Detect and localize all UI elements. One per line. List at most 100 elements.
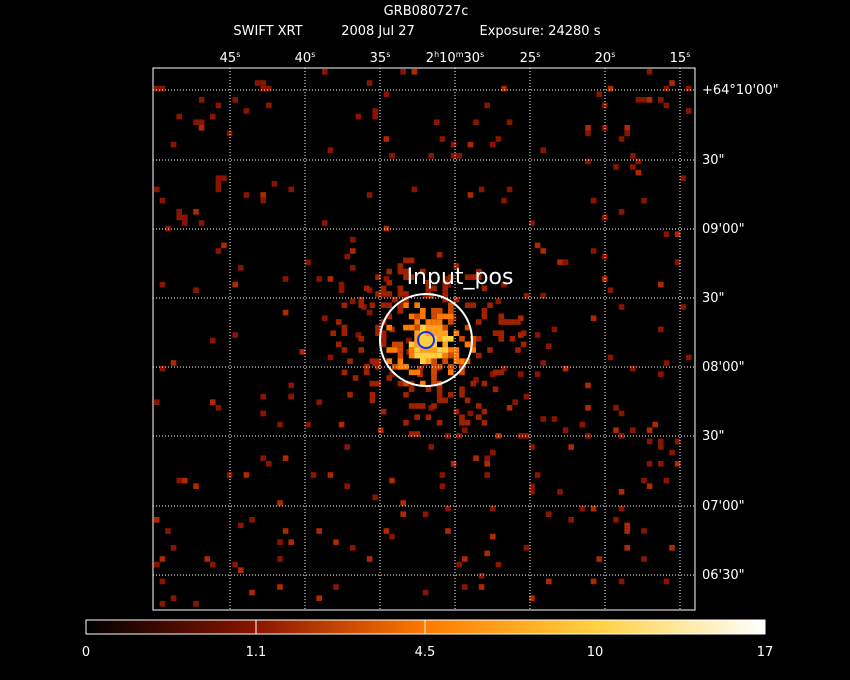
- pixel: [375, 358, 381, 364]
- pixel: [495, 298, 502, 305]
- pixel: [372, 494, 378, 501]
- pixel: [523, 393, 530, 400]
- pixel: [341, 330, 348, 336]
- pixel: [658, 371, 664, 377]
- top-tick-label: 45s: [220, 50, 241, 66]
- pixel: [459, 386, 465, 392]
- tick-part: s: [611, 50, 615, 59]
- pixel: [425, 319, 432, 325]
- pixel: [358, 336, 364, 342]
- pixel: [518, 371, 524, 377]
- pixel: [260, 455, 266, 461]
- right-tick-label: 07'00": [702, 499, 745, 514]
- pixel: [448, 347, 454, 353]
- tick-part: 20: [595, 51, 612, 66]
- pixel: [350, 298, 356, 305]
- pixel: [613, 164, 619, 170]
- pixel: [260, 410, 266, 417]
- pixel: [520, 330, 527, 336]
- pixel: [425, 352, 432, 359]
- pixel: [322, 315, 328, 321]
- pixel: [453, 347, 460, 353]
- pixel: [159, 281, 166, 288]
- pixel: [378, 427, 384, 433]
- pixel: [546, 343, 552, 349]
- colorbar-label: 0: [82, 645, 90, 660]
- pixel: [288, 393, 294, 400]
- pixel: [512, 399, 518, 405]
- pixel: [585, 382, 591, 389]
- pixel: [333, 539, 339, 545]
- pixel: [557, 259, 563, 265]
- pixel: [431, 308, 437, 314]
- pixel: [420, 358, 426, 364]
- pixel: [414, 330, 420, 336]
- pixel: [305, 259, 311, 265]
- pixel: [453, 263, 460, 269]
- pixel: [674, 438, 681, 445]
- colorbar-label: 17: [757, 645, 774, 660]
- pixel: [392, 341, 398, 348]
- pixel: [618, 136, 625, 142]
- pixel: [436, 308, 443, 314]
- pixel: [490, 449, 496, 456]
- pixel: [182, 477, 188, 484]
- pixel: [464, 302, 471, 308]
- pixel: [501, 365, 507, 372]
- pixel: [562, 427, 569, 433]
- pixel: [380, 330, 387, 336]
- pixel: [422, 293, 429, 299]
- pixel: [459, 336, 465, 342]
- pixel: [470, 347, 476, 353]
- pixel: [210, 337, 216, 344]
- pixel: [658, 97, 664, 103]
- tick-part: 10: [439, 51, 456, 66]
- pixel: [170, 545, 177, 551]
- pixel: [431, 375, 437, 381]
- pixel: [411, 69, 418, 75]
- pixel: [680, 304, 686, 310]
- pixel: [350, 248, 356, 254]
- pixel: [473, 455, 479, 461]
- tick-part: 2: [426, 51, 434, 66]
- tick-part: 35: [370, 51, 387, 66]
- grid: 45s 40s 35s 2h10m30s 25s 20s 15s+64°10'00"30"0…: [153, 50, 779, 610]
- pixel: [277, 500, 283, 506]
- pixel: [442, 296, 448, 303]
- date: 2008 Jul 27: [341, 24, 415, 39]
- pixel: [336, 319, 342, 325]
- pixel: [442, 352, 448, 359]
- pixel: [490, 505, 496, 512]
- pixel: [551, 416, 558, 422]
- top-tick-label: 40s: [295, 50, 316, 66]
- pixel: [484, 461, 490, 467]
- pixel: [540, 416, 546, 422]
- pixel: [680, 175, 686, 181]
- pixel: [436, 347, 443, 353]
- pixel: [420, 308, 426, 314]
- pixel: [607, 287, 614, 293]
- pixel: [249, 589, 255, 596]
- pixel: [408, 324, 415, 331]
- pixel: [518, 433, 524, 439]
- pixel: [579, 421, 586, 428]
- pixel: [431, 369, 437, 376]
- pixel: [442, 358, 448, 364]
- pixel: [210, 113, 216, 120]
- pixel: [448, 302, 454, 308]
- pixel: [442, 336, 448, 342]
- pixel: [431, 313, 437, 320]
- pixel: [448, 274, 454, 280]
- right-tick-label: 30": [702, 429, 725, 444]
- pixel: [618, 410, 625, 417]
- pixel: [369, 397, 376, 404]
- pixel: [154, 399, 160, 405]
- pixel: [448, 352, 454, 359]
- colorbar-label: 10: [587, 645, 604, 660]
- pixel: [585, 130, 591, 137]
- pixel: [467, 141, 474, 148]
- pixel: [630, 164, 636, 170]
- pixel: [436, 392, 443, 398]
- pixel: [436, 352, 443, 359]
